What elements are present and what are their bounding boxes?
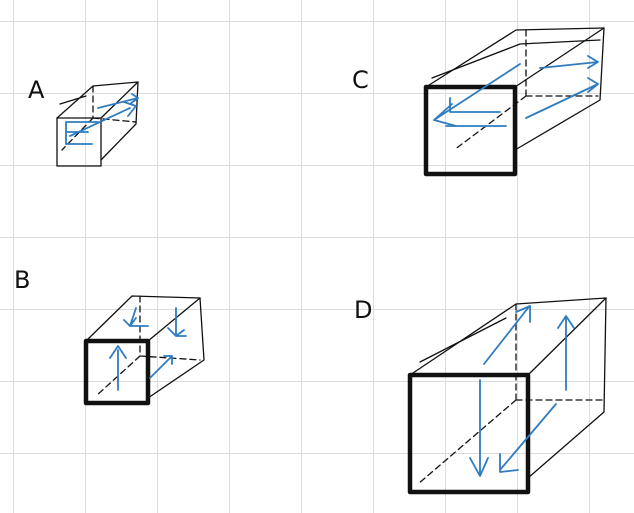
label-c: C [352, 66, 369, 94]
duct-d-outline [407, 297, 607, 495]
duct-sketch-c: C [352, 27, 605, 177]
duct-sketch-b: B [14, 266, 205, 406]
duct-d-flow-arrows [469, 305, 575, 477]
label-a: A [28, 76, 45, 104]
duct-b-flow-arrows [109, 307, 187, 391]
label-d: D [354, 296, 372, 324]
label-b: B [14, 266, 30, 294]
duct-sketch-d: D [354, 296, 607, 495]
duct-a-flow-arrows [65, 93, 139, 145]
duct-a-outline [56, 81, 139, 167]
duct-b-outline [83, 295, 205, 406]
duct-sketch-a: A [28, 76, 139, 167]
duct-c-flow-arrows [433, 55, 599, 127]
duct-c-outline [423, 27, 605, 177]
